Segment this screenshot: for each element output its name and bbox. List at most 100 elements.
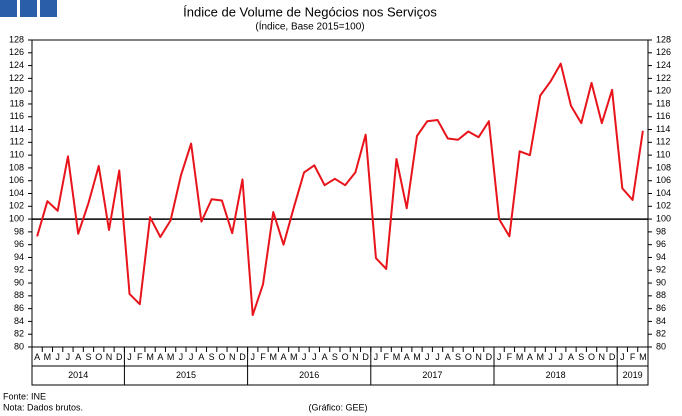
y2-tick-label: 124	[656, 60, 671, 70]
x-tick-label: M	[536, 352, 544, 362]
year-label: 2018	[546, 370, 566, 380]
x-tick-label: J	[66, 352, 71, 362]
x-tick-label: J	[302, 352, 307, 362]
x-tick-label: F	[383, 352, 389, 362]
y2-tick-label: 100	[656, 213, 671, 223]
y2-tick-label: 108	[656, 162, 671, 172]
y2-tick-label: 122	[656, 73, 671, 83]
x-tick-label: J	[548, 352, 553, 362]
x-tick-label: M	[413, 352, 421, 362]
x-tick-label: O	[465, 352, 472, 362]
y2-tick-label: 120	[656, 86, 671, 96]
y2-tick-label: 86	[656, 303, 666, 313]
x-tick-label: J	[497, 352, 502, 362]
x-tick-label: J	[179, 352, 184, 362]
y2-tick-label: 94	[656, 252, 666, 262]
x-tick-label: S	[455, 352, 461, 362]
y2-tick-label: 80	[656, 341, 666, 351]
x-tick-label: M	[393, 352, 401, 362]
y-tick-label: 128	[9, 34, 24, 44]
x-tick-label: D	[486, 352, 493, 362]
y2-tick-label: 104	[656, 188, 671, 198]
x-tick-label: M	[146, 352, 154, 362]
x-tick-label: D	[362, 352, 369, 362]
x-tick-label: S	[85, 352, 91, 362]
y-tick-label: 100	[9, 213, 24, 223]
y-tick-label: 108	[9, 162, 24, 172]
y2-tick-label: 116	[656, 111, 670, 121]
x-tick-label: N	[229, 352, 236, 362]
y2-tick-label: 114	[656, 124, 670, 134]
y2-tick-label: 110	[656, 150, 670, 160]
x-tick-label: A	[34, 352, 40, 362]
x-tick-label: D	[116, 352, 123, 362]
y2-tick-label: 128	[656, 34, 671, 44]
x-tick-label: J	[435, 352, 440, 362]
x-tick-label: D	[239, 352, 246, 362]
x-tick-label: M	[639, 352, 647, 362]
y-tick-label: 96	[14, 239, 24, 249]
y2-tick-label: 102	[656, 201, 671, 211]
y2-tick-label: 126	[656, 47, 671, 57]
y-tick-label: 84	[14, 316, 24, 326]
y-tick-label: 106	[9, 175, 24, 185]
y-tick-label: 118	[10, 98, 24, 108]
x-tick-label: F	[507, 352, 513, 362]
x-tick-label: J	[127, 352, 132, 362]
chart-title: Índice de Volume de Negócios nos Serviço…	[183, 4, 437, 19]
x-tick-label: M	[44, 352, 52, 362]
logo-square	[0, 0, 17, 17]
logo-square	[40, 0, 57, 17]
y2-tick-label: 90	[656, 277, 666, 287]
x-tick-label: A	[198, 352, 204, 362]
year-label: 2014	[68, 370, 88, 380]
y2-tick-label: 96	[656, 239, 666, 249]
x-tick-label: O	[342, 352, 349, 362]
x-tick-label: N	[352, 352, 359, 362]
y2-tick-label: 84	[656, 316, 666, 326]
y2-tick-label: 112	[656, 137, 670, 147]
y-tick-label: 116	[10, 111, 24, 121]
y-tick-label: 94	[14, 252, 24, 262]
y-tick-label: 112	[10, 137, 24, 147]
x-tick-label: A	[157, 352, 163, 362]
y-tick-label: 102	[9, 201, 24, 211]
x-tick-label: J	[558, 352, 563, 362]
y2-tick-label: 88	[656, 290, 666, 300]
x-tick-label: A	[445, 352, 451, 362]
plot-frame	[31, 39, 649, 348]
y-tick-label: 124	[9, 60, 24, 70]
x-tick-label: J	[425, 352, 430, 362]
y-tick-label: 126	[9, 47, 24, 57]
x-tick-label: J	[620, 352, 625, 362]
x-tick-label: A	[322, 352, 328, 362]
x-tick-label: J	[189, 352, 194, 362]
chart-subtitle: (Índice, Base 2015=100)	[255, 20, 364, 33]
x-tick-label: M	[167, 352, 175, 362]
x-tick-label: F	[137, 352, 143, 362]
note: Nota: Dados brutos.	[3, 402, 83, 412]
year-label: 2016	[299, 370, 319, 380]
data-line	[36, 62, 644, 317]
x-tick-label: N	[599, 352, 606, 362]
x-tick-label: M	[270, 352, 278, 362]
x-tick-label: S	[332, 352, 338, 362]
y-tick-label: 122	[9, 73, 24, 83]
x-tick-label: J	[250, 352, 255, 362]
y-tick-label: 114	[10, 124, 24, 134]
x-tick-label: A	[75, 352, 81, 362]
y2-tick-label: 118	[656, 98, 670, 108]
y-tick-label: 98	[14, 226, 24, 236]
x-tick-label: J	[55, 352, 60, 362]
y-tick-label: 104	[9, 188, 24, 198]
x-tick-label: N	[106, 352, 113, 362]
year-label: 2019	[623, 370, 643, 380]
y-tick-label: 120	[9, 86, 24, 96]
x-tick-label: S	[209, 352, 215, 362]
x-tick-label: M	[516, 352, 524, 362]
y-tick-label: 82	[14, 329, 24, 339]
y2-tick-label: 82	[656, 329, 666, 339]
x-tick-label: O	[95, 352, 102, 362]
year-label: 2017	[422, 370, 442, 380]
